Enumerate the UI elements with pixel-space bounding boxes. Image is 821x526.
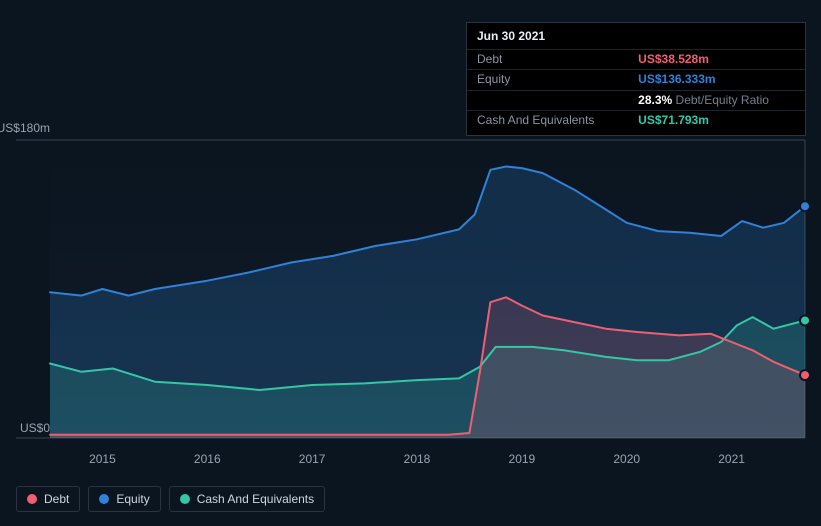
legend-item-equity[interactable]: Equity <box>88 486 160 512</box>
legend-label: Cash And Equivalents <box>197 492 314 506</box>
legend-swatch <box>27 494 37 504</box>
x-axis-label: 2018 <box>404 452 431 466</box>
tooltip-row-label <box>467 90 628 111</box>
y-axis-label-min: US$0 <box>20 421 50 435</box>
tooltip-row-value: US$71.793m <box>628 111 805 131</box>
tooltip-row-value: US$38.528m <box>628 49 805 70</box>
x-axis-label: 2020 <box>613 452 640 466</box>
tooltip-row: 28.3% Debt/Equity Ratio <box>467 90 805 111</box>
y-axis-label-max: US$180m <box>0 121 50 135</box>
tooltip-row-value: 28.3% Debt/Equity Ratio <box>628 90 805 111</box>
legend-item-cash[interactable]: Cash And Equivalents <box>169 486 325 512</box>
chart-tooltip: Jun 30 2021 DebtUS$38.528mEquityUS$136.3… <box>466 22 806 136</box>
x-axis-label: 2016 <box>194 452 221 466</box>
tooltip-row-label: Debt <box>467 49 628 70</box>
debt-equity-chart: US$180m US$0 2015 2016 2017 2018 2019 2020 202… <box>0 0 821 526</box>
tooltip-row: EquityUS$136.333m <box>467 70 805 91</box>
tooltip-row-value: US$136.333m <box>628 70 805 91</box>
legend-item-debt[interactable]: Debt <box>16 486 80 512</box>
tooltip-row-label: Equity <box>467 70 628 91</box>
x-axis-label: 2015 <box>89 452 116 466</box>
tooltip-row-label: Cash And Equivalents <box>467 111 628 131</box>
x-axis-label: 2021 <box>718 452 745 466</box>
x-axis-label: 2019 <box>509 452 536 466</box>
legend-label: Equity <box>116 492 149 506</box>
tooltip-row: Cash And EquivalentsUS$71.793m <box>467 111 805 131</box>
tooltip-row: DebtUS$38.528m <box>467 49 805 70</box>
tooltip-date: Jun 30 2021 <box>467 27 805 49</box>
legend-swatch <box>99 494 109 504</box>
chart-legend: Debt Equity Cash And Equivalents <box>16 486 325 512</box>
legend-label: Debt <box>44 492 69 506</box>
legend-swatch <box>180 494 190 504</box>
x-axis-label: 2017 <box>299 452 326 466</box>
